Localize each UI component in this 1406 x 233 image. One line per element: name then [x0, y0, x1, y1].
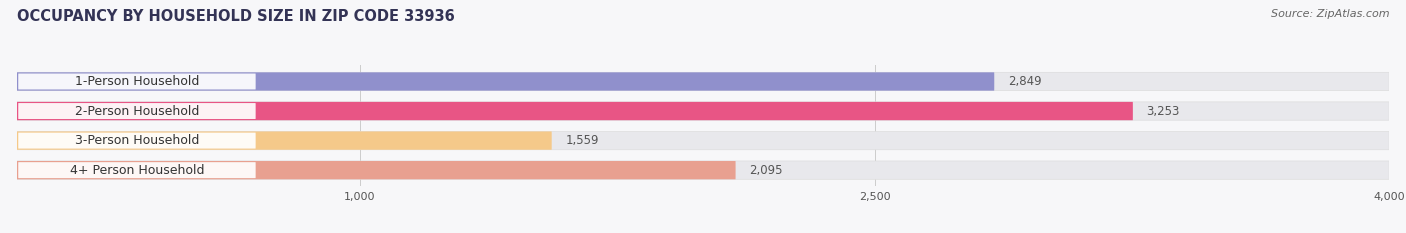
Text: Source: ZipAtlas.com: Source: ZipAtlas.com — [1271, 9, 1389, 19]
FancyBboxPatch shape — [17, 131, 551, 150]
Text: 1-Person Household: 1-Person Household — [75, 75, 200, 88]
FancyBboxPatch shape — [17, 102, 1389, 120]
FancyBboxPatch shape — [18, 74, 256, 89]
Text: 1,559: 1,559 — [565, 134, 599, 147]
Text: 3,253: 3,253 — [1146, 105, 1180, 117]
FancyBboxPatch shape — [17, 131, 1389, 150]
Text: 2-Person Household: 2-Person Household — [75, 105, 200, 117]
Text: OCCUPANCY BY HOUSEHOLD SIZE IN ZIP CODE 33936: OCCUPANCY BY HOUSEHOLD SIZE IN ZIP CODE … — [17, 9, 454, 24]
Text: 2,849: 2,849 — [1008, 75, 1042, 88]
Text: 4+ Person Household: 4+ Person Household — [70, 164, 204, 177]
Text: 2,095: 2,095 — [749, 164, 783, 177]
FancyBboxPatch shape — [17, 102, 1133, 120]
FancyBboxPatch shape — [17, 72, 994, 91]
Text: 3-Person Household: 3-Person Household — [75, 134, 200, 147]
FancyBboxPatch shape — [18, 162, 256, 178]
FancyBboxPatch shape — [18, 133, 256, 149]
FancyBboxPatch shape — [17, 161, 1389, 179]
FancyBboxPatch shape — [17, 72, 1389, 91]
FancyBboxPatch shape — [18, 103, 256, 119]
FancyBboxPatch shape — [17, 161, 735, 179]
